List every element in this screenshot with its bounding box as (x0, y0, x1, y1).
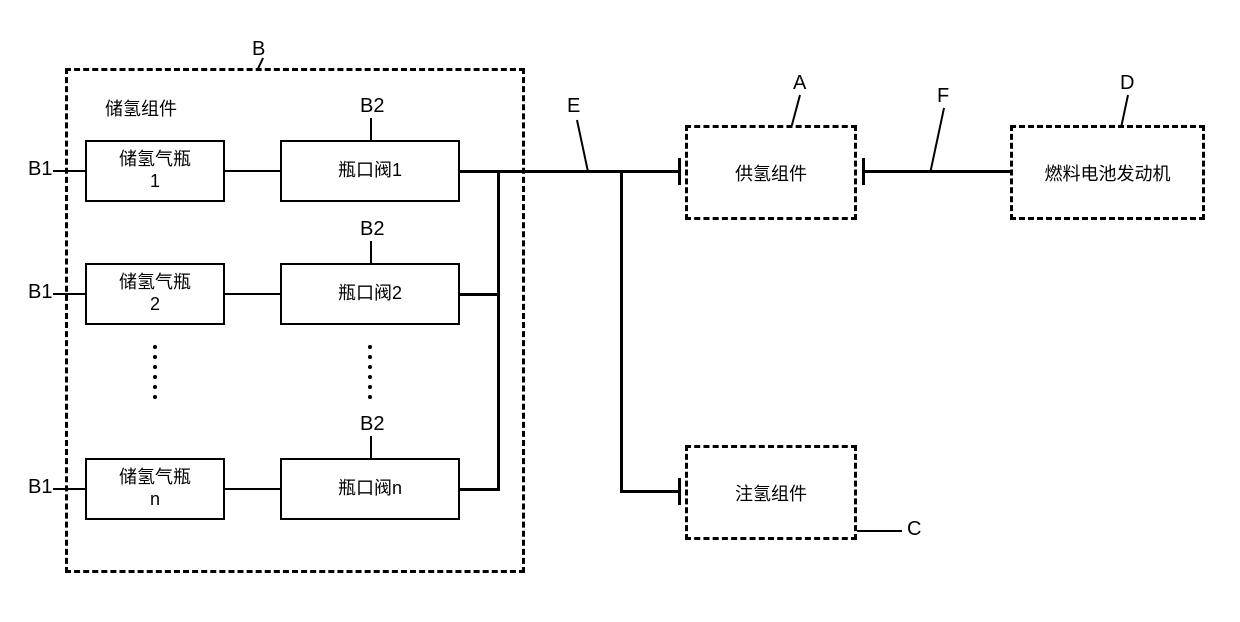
cylinder-2: 储氢气瓶 2 (85, 263, 225, 325)
valve-n: 瓶口阀n (280, 458, 460, 520)
group-d-box: 燃料电池发动机 (1010, 125, 1205, 220)
group-a-box: 供氢组件 (685, 125, 857, 220)
bus-vertical (497, 170, 500, 491)
engine-text: 燃料电池发动机 (1045, 160, 1171, 186)
label-b2-2: B2 (360, 218, 384, 241)
pointer-b1-1 (53, 170, 85, 172)
label-b1-2: B1 (28, 281, 52, 304)
label-e: E (567, 95, 580, 118)
conn-cn-vn (225, 488, 280, 490)
label-f: F (937, 85, 949, 108)
pointer-d (1120, 95, 1129, 127)
pointer-a (791, 95, 801, 126)
valve-1: 瓶口阀1 (280, 140, 460, 202)
bus-down (620, 170, 623, 493)
supply-text: 供氢组件 (735, 160, 807, 186)
pointer-b2-n (370, 436, 372, 458)
tbar-a (678, 158, 681, 185)
label-d: D (1120, 72, 1134, 95)
group-c-box: 注氢组件 (685, 445, 857, 540)
cylinder-n: 储氢气瓶 n (85, 458, 225, 520)
valve-2: 瓶口阀2 (280, 263, 460, 325)
diagram-canvas: B 储氢组件 B2 B1 储氢气瓶 1 瓶口阀1 B2 B1 储氢气瓶 2 瓶口… (0, 0, 1240, 622)
pointer-b2-1 (370, 118, 372, 140)
pointer-f (930, 108, 945, 171)
ellipsis-cylinders (153, 345, 157, 399)
bus-to-a (620, 170, 680, 173)
label-b1-1: B1 (28, 158, 52, 181)
cylinder-1: 储氢气瓶 1 (85, 140, 225, 202)
pointer-b1-2 (53, 293, 85, 295)
bus-to-c (620, 490, 680, 493)
inject-text: 注氢组件 (735, 480, 807, 506)
pointer-b2-2 (370, 241, 372, 263)
label-c: C (907, 518, 921, 541)
pointer-b1-n (53, 488, 85, 490)
conn-c2-v2 (225, 293, 280, 295)
pointer-e (576, 120, 589, 171)
label-storage-component: 储氢组件 (105, 95, 177, 121)
conn-c1-v1 (225, 170, 280, 172)
bus-vn-out (460, 488, 500, 491)
bus-v2-out (460, 293, 500, 296)
label-b2-n: B2 (360, 413, 384, 436)
pointer-c (857, 530, 902, 532)
bus-v1-out (460, 170, 500, 173)
label-b2-1: B2 (360, 95, 384, 118)
tbar-c (678, 478, 681, 505)
label-a: A (793, 72, 806, 95)
line-f (862, 170, 1010, 173)
label-b1-n: B1 (28, 476, 52, 499)
ellipsis-valves (368, 345, 372, 399)
